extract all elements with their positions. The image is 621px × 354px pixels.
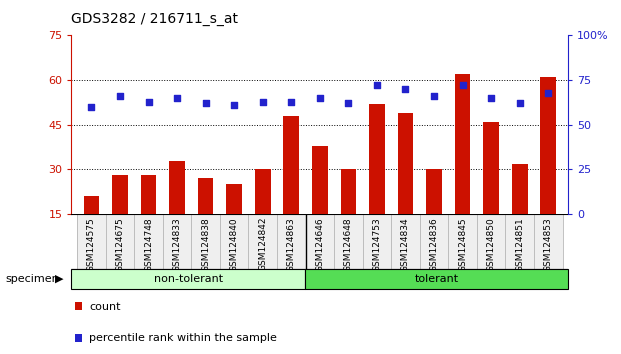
Bar [283, 116, 299, 259]
Point [286, 99, 296, 104]
Text: GSM124853: GSM124853 [544, 217, 553, 272]
Point [343, 101, 353, 106]
Point [115, 93, 125, 99]
Text: GSM124842: GSM124842 [258, 217, 267, 272]
Bar [226, 184, 242, 259]
Point [315, 95, 325, 101]
Bar [505, 214, 534, 269]
Bar [277, 214, 306, 269]
Bar [163, 214, 191, 269]
Text: GSM124840: GSM124840 [230, 217, 238, 272]
Point [515, 101, 525, 106]
Bar [140, 176, 156, 259]
Text: non-tolerant: non-tolerant [154, 274, 223, 284]
Text: GSM124753: GSM124753 [373, 217, 381, 272]
Text: ▶: ▶ [55, 274, 63, 284]
Text: GSM124834: GSM124834 [401, 217, 410, 272]
Text: GSM124646: GSM124646 [315, 217, 324, 272]
Bar [512, 164, 527, 259]
Bar [534, 214, 563, 269]
Point [486, 95, 496, 101]
Bar [340, 170, 356, 259]
Bar [397, 113, 414, 259]
Text: tolerant: tolerant [415, 274, 459, 284]
Bar [540, 77, 556, 259]
Bar [77, 214, 106, 269]
Point [458, 82, 468, 88]
Point [172, 95, 182, 101]
Bar [134, 214, 163, 269]
Text: GSM124863: GSM124863 [287, 217, 296, 272]
Text: GSM124833: GSM124833 [173, 217, 181, 272]
Text: GSM124675: GSM124675 [116, 217, 124, 272]
Text: specimen: specimen [5, 274, 59, 284]
Point [201, 101, 211, 106]
Text: GSM124648: GSM124648 [344, 217, 353, 272]
Bar [363, 214, 391, 269]
Bar [448, 214, 477, 269]
Bar [334, 214, 363, 269]
Bar [305, 269, 568, 289]
Point [143, 99, 153, 104]
Point [429, 93, 439, 99]
Point [258, 99, 268, 104]
Point [372, 82, 382, 88]
Bar [197, 178, 214, 259]
Bar [369, 104, 385, 259]
Bar [220, 214, 248, 269]
Bar [84, 196, 99, 259]
Text: GSM124836: GSM124836 [430, 217, 438, 272]
Text: percentile rank within the sample: percentile rank within the sample [89, 333, 278, 343]
Text: GSM124838: GSM124838 [201, 217, 210, 272]
Bar [483, 122, 499, 259]
Bar [112, 176, 128, 259]
Bar [306, 214, 334, 269]
Point [543, 90, 553, 96]
Point [401, 86, 410, 92]
Bar [169, 161, 185, 259]
Bar [455, 74, 471, 259]
Bar [312, 145, 328, 259]
Text: GSM124748: GSM124748 [144, 217, 153, 272]
Text: GSM124850: GSM124850 [487, 217, 496, 272]
Text: GSM124575: GSM124575 [87, 217, 96, 272]
Bar [106, 214, 134, 269]
Bar [255, 170, 271, 259]
Bar [391, 214, 420, 269]
Bar [420, 214, 448, 269]
Bar [191, 214, 220, 269]
Bar [71, 269, 305, 289]
Point [86, 104, 96, 110]
Text: GDS3282 / 216711_s_at: GDS3282 / 216711_s_at [71, 12, 238, 27]
Bar [248, 214, 277, 269]
Text: GSM124845: GSM124845 [458, 217, 467, 272]
Bar [477, 214, 505, 269]
Text: count: count [89, 302, 121, 312]
Text: GSM124851: GSM124851 [515, 217, 524, 272]
Point [229, 102, 239, 108]
Bar [426, 170, 442, 259]
